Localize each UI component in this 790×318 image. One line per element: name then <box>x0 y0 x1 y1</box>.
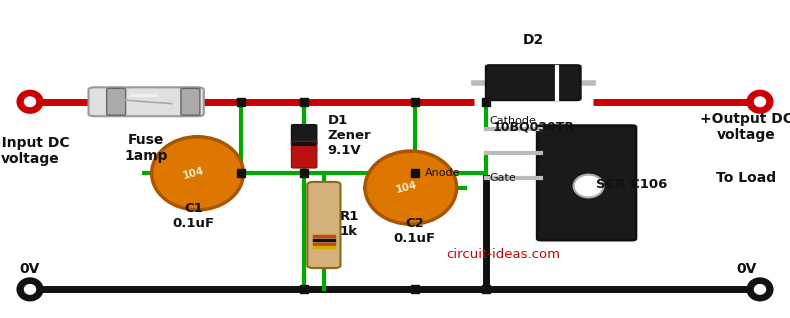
Text: circuit-ideas.com: circuit-ideas.com <box>446 248 560 261</box>
FancyBboxPatch shape <box>181 88 200 115</box>
Text: D2: D2 <box>523 33 544 47</box>
Text: C2
0.1uF: C2 0.1uF <box>393 217 436 245</box>
FancyBboxPatch shape <box>486 65 581 100</box>
Ellipse shape <box>18 91 42 112</box>
Text: 10BQ030TR: 10BQ030TR <box>492 121 574 134</box>
Ellipse shape <box>754 285 766 294</box>
FancyBboxPatch shape <box>292 125 317 145</box>
Ellipse shape <box>18 279 42 300</box>
FancyBboxPatch shape <box>307 182 340 268</box>
Ellipse shape <box>24 97 36 107</box>
Ellipse shape <box>748 91 772 112</box>
Ellipse shape <box>574 175 604 197</box>
Ellipse shape <box>152 137 243 210</box>
Text: 104: 104 <box>182 166 205 181</box>
Text: Gate: Gate <box>490 173 517 183</box>
FancyBboxPatch shape <box>88 87 204 116</box>
Text: 104: 104 <box>395 180 419 195</box>
Text: +Output DC
voltage: +Output DC voltage <box>700 112 790 142</box>
Text: D1
Zener
9.1V: D1 Zener 9.1V <box>328 114 371 157</box>
Text: C1
0.1uF: C1 0.1uF <box>172 202 215 230</box>
Ellipse shape <box>754 97 766 107</box>
Text: +Input DC
voltage: +Input DC voltage <box>0 136 70 166</box>
Text: 0V: 0V <box>736 262 757 276</box>
Ellipse shape <box>24 285 36 294</box>
Text: 0V: 0V <box>20 262 40 276</box>
FancyBboxPatch shape <box>292 141 317 168</box>
Text: SCR C106: SCR C106 <box>596 178 668 191</box>
Text: Cathode: Cathode <box>490 116 536 126</box>
FancyBboxPatch shape <box>537 126 636 240</box>
Ellipse shape <box>365 151 457 224</box>
Text: To Load: To Load <box>717 171 777 185</box>
Text: Anode: Anode <box>425 168 461 178</box>
FancyBboxPatch shape <box>107 88 126 115</box>
Text: R1
1k: R1 1k <box>340 210 359 238</box>
Ellipse shape <box>748 279 772 300</box>
Text: Fuse
1amp: Fuse 1amp <box>124 133 168 163</box>
